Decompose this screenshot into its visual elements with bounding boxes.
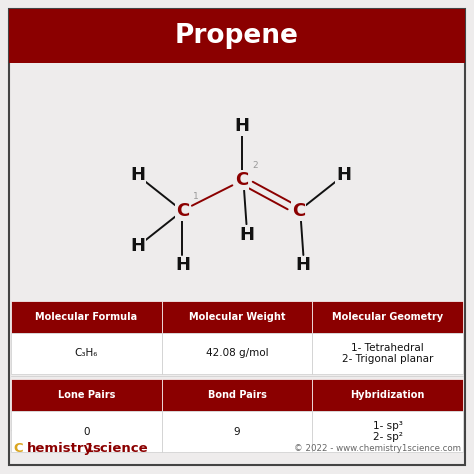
Text: C: C bbox=[176, 202, 189, 220]
Bar bbox=[312, 379, 463, 411]
Bar bbox=[162, 301, 312, 333]
Bar bbox=[312, 411, 463, 452]
Text: H: H bbox=[234, 117, 249, 135]
Text: © 2022 - www.chemistry1science.com: © 2022 - www.chemistry1science.com bbox=[294, 445, 461, 453]
Bar bbox=[11, 379, 162, 411]
Text: 42.08 g/mol: 42.08 g/mol bbox=[206, 348, 268, 358]
Text: 1: 1 bbox=[193, 191, 199, 201]
Text: 9: 9 bbox=[234, 427, 240, 437]
Text: H: H bbox=[336, 166, 351, 184]
Text: hemistry: hemistry bbox=[27, 442, 93, 456]
Text: 0: 0 bbox=[83, 427, 90, 437]
Text: 1- Tetrahedral
2- Trigonal planar: 1- Tetrahedral 2- Trigonal planar bbox=[342, 343, 433, 364]
Text: Bond Pairs: Bond Pairs bbox=[208, 390, 266, 401]
Text: C: C bbox=[235, 171, 248, 189]
Text: 1: 1 bbox=[84, 442, 93, 456]
Bar bbox=[9, 9, 465, 63]
Bar bbox=[312, 333, 463, 374]
Bar bbox=[11, 301, 162, 333]
Text: C: C bbox=[292, 202, 305, 220]
Text: Lone Pairs: Lone Pairs bbox=[57, 390, 115, 401]
Text: H: H bbox=[130, 166, 145, 184]
Bar bbox=[162, 411, 312, 452]
Text: C₃H₆: C₃H₆ bbox=[74, 348, 98, 358]
Text: Molecular Geometry: Molecular Geometry bbox=[332, 312, 443, 322]
Bar bbox=[162, 333, 312, 374]
Text: science: science bbox=[92, 442, 148, 456]
Text: Molecular Formula: Molecular Formula bbox=[35, 312, 137, 322]
Text: 1- sp³
2- sp²: 1- sp³ 2- sp² bbox=[373, 421, 403, 442]
Text: Hybridization: Hybridization bbox=[351, 390, 425, 401]
Text: Propene: Propene bbox=[175, 23, 299, 49]
Text: H: H bbox=[239, 226, 254, 244]
Text: Molecular Weight: Molecular Weight bbox=[189, 312, 285, 322]
Text: 2: 2 bbox=[252, 161, 258, 170]
Bar bbox=[11, 411, 162, 452]
Text: H: H bbox=[296, 256, 311, 274]
Text: H: H bbox=[175, 256, 190, 274]
Bar bbox=[162, 379, 312, 411]
Text: C: C bbox=[13, 442, 23, 456]
Text: H: H bbox=[130, 237, 145, 255]
Bar bbox=[312, 301, 463, 333]
Bar bbox=[11, 333, 162, 374]
